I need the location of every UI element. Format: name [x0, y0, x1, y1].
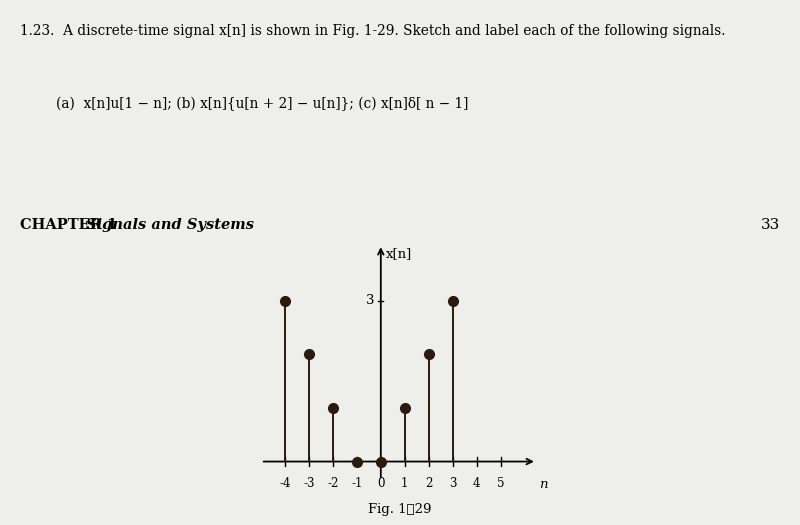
Text: -4: -4: [279, 477, 290, 490]
Text: 1: 1: [401, 477, 409, 490]
Text: 5: 5: [497, 477, 505, 490]
Text: -3: -3: [303, 477, 314, 490]
Text: x[n]: x[n]: [386, 247, 412, 260]
Text: CHAPTER 1: CHAPTER 1: [20, 218, 118, 233]
Text: 0: 0: [377, 477, 385, 490]
Text: Fig. 1 29: Fig. 1 29: [368, 502, 432, 516]
Text: (a)  x[n]u[1 − n]; (b) x[n]{u[n + 2] − u[n]}; (c) x[n]δ[ n − 1]: (a) x[n]u[1 − n]; (b) x[n]{u[n + 2] − u[…: [56, 97, 468, 111]
Text: Signals and Systems: Signals and Systems: [86, 218, 254, 233]
Text: -2: -2: [327, 477, 338, 490]
Text: 33: 33: [761, 218, 780, 233]
Text: -1: -1: [351, 477, 362, 490]
Text: 3: 3: [449, 477, 457, 490]
Text: 4: 4: [473, 477, 481, 490]
Text: 1.23.  A discrete-time signal x[n] is shown in Fig. 1-29. Sketch and label each : 1.23. A discrete-time signal x[n] is sho…: [20, 24, 726, 38]
Text: n: n: [539, 478, 548, 491]
Text: 3: 3: [366, 294, 374, 307]
Text: 2: 2: [425, 477, 433, 490]
